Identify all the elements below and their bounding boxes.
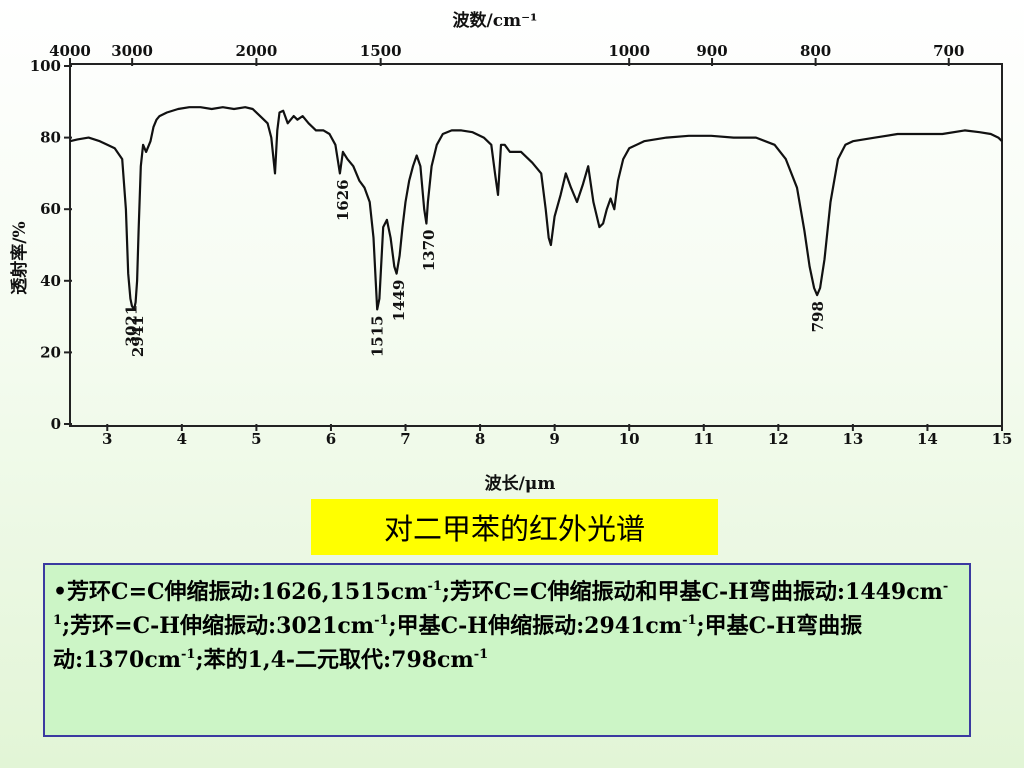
superscript: -1 [374, 613, 389, 628]
top-tick-label: 1500 [360, 42, 402, 60]
y-tick-label: 60 [40, 200, 61, 218]
top-tick-label: 900 [696, 42, 727, 60]
x-axis-label: 波长/μm [485, 473, 556, 494]
peak-label: 1370 [420, 230, 438, 272]
x-tick-label: 13 [842, 430, 863, 448]
bottom-axis-ticks: 3 4 5 6 7 8 9 10 11 12 13 14 15 [102, 424, 1012, 448]
x-tick-label: 7 [400, 430, 410, 448]
x-tick-label: 9 [549, 430, 559, 448]
top-axis-ticks: 4000 3000 2000 1500 1000 900 800 700 [49, 42, 964, 66]
spectrum-series-line [69, 106, 1003, 311]
top-tick-label: 1000 [608, 42, 650, 60]
x-tick-label: 5 [251, 430, 261, 448]
x-tick-label: 12 [768, 430, 789, 448]
plot-frame [69, 63, 1003, 427]
left-axis-ticks: 0 20 40 60 80 100 [30, 57, 72, 433]
description-text: •芳环C=C伸缩振动:1626,1515cm [53, 579, 428, 605]
peak-label: 1515 [368, 315, 386, 357]
x-tick-label: 8 [475, 430, 485, 448]
top-tick-label: 800 [800, 42, 831, 60]
description-box: •芳环C=C伸缩振动:1626,1515cm-1;芳环C=C伸缩振动和甲基C-H… [43, 563, 971, 737]
peak-label: 2941 [129, 315, 147, 357]
peak-label: 798 [809, 301, 827, 332]
peak-label: 1626 [334, 179, 352, 221]
x-tick-label: 10 [619, 430, 640, 448]
superscript: -1 [682, 613, 697, 628]
description-text: ;甲基C-H弯曲振动:1370cm [53, 613, 863, 673]
description-text: ;芳环=C-H伸缩振动:3021cm [62, 613, 375, 639]
top-tick-label: 2000 [236, 42, 278, 60]
x-tick-label: 15 [992, 430, 1013, 448]
y-tick-label: 80 [40, 129, 61, 147]
top-axis-title: 波数/cm⁻¹ [453, 10, 538, 31]
y-tick-label: 100 [30, 57, 61, 75]
y-tick-label: 0 [51, 415, 61, 433]
x-tick-label: 14 [917, 430, 938, 448]
y-tick-label: 20 [40, 343, 61, 361]
y-tick-label: 40 [40, 272, 61, 290]
superscript: -1 [53, 579, 949, 628]
peak-label: 1449 [390, 280, 408, 322]
top-tick-label: 3000 [111, 42, 153, 60]
x-tick-label: 3 [102, 430, 112, 448]
description-text: ;苯的1,4-二元取代:798cm [195, 647, 474, 673]
peak-label: 3021 [122, 305, 140, 347]
top-tick-label: 700 [933, 42, 964, 60]
chart-caption: 对二甲苯的红外光谱 [311, 499, 718, 555]
description-text: ;甲基C-H伸缩振动:2941cm [388, 613, 683, 639]
superscript: -1 [473, 647, 489, 662]
x-tick-label: 6 [326, 430, 336, 448]
superscript: -1 [181, 647, 196, 662]
x-tick-label: 4 [177, 430, 187, 448]
description-text: ;芳环C=C伸缩振动和甲基C-H弯曲振动:1449cm [441, 579, 943, 605]
superscript: -1 [427, 579, 442, 594]
x-tick-label: 11 [693, 430, 714, 448]
y-axis-label: 透射率/% [9, 221, 30, 294]
top-tick-label: 4000 [49, 42, 91, 60]
